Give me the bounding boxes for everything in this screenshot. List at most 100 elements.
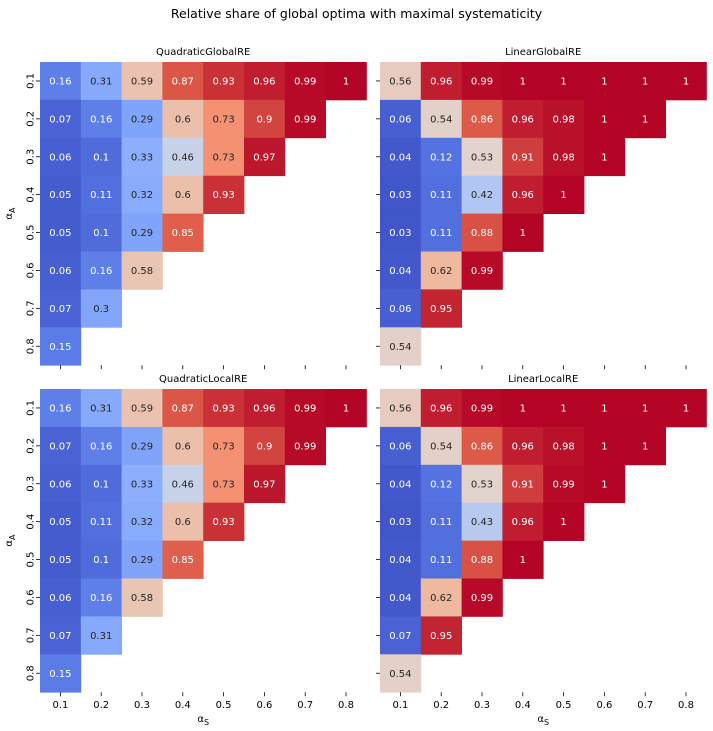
- y-tick-label: 0.4: [26, 514, 37, 530]
- heatmap-cell: [502, 137, 544, 177]
- heatmap-cell: [543, 99, 585, 139]
- heatmap-cell: [380, 99, 422, 139]
- heatmap-cell: [380, 502, 422, 541]
- heatmap-cell: [380, 616, 422, 655]
- cell-value-label: 0.16: [49, 403, 71, 414]
- heatmap-cell: [543, 137, 585, 177]
- heatmap-cell: [162, 137, 204, 177]
- heatmap-cell: [203, 62, 245, 101]
- x-tick-label: 0.1: [52, 700, 68, 711]
- cell-value-label: 0.29: [131, 228, 153, 239]
- figure-title: Relative share of global optima with max…: [170, 6, 543, 21]
- cell-value-label: 0.95: [430, 631, 452, 642]
- heatmap-cell: [420, 578, 462, 617]
- heatmap-cell: [244, 99, 286, 139]
- heatmap-cell: [380, 213, 422, 252]
- heatmap-cell: [665, 389, 707, 428]
- x-tick-label: 0.7: [637, 700, 653, 711]
- heatmap-cell: [121, 251, 163, 290]
- heatmap-cell: [420, 213, 462, 252]
- heatmap-cell: [380, 251, 422, 290]
- cell-value-label: 0.05: [49, 555, 71, 566]
- y-tick-label: 0.8: [26, 338, 37, 354]
- heatmap-cell: [461, 389, 503, 428]
- y-tick-label: 0.2: [26, 111, 37, 127]
- cell-value-label: 0.06: [49, 152, 71, 163]
- cell-value-label: 0.46: [172, 479, 194, 490]
- cell-value-label: 0.04: [389, 152, 411, 163]
- heatmap-cell: [665, 62, 707, 101]
- heatmap-cell: [543, 389, 585, 428]
- cell-value-label: 0.96: [253, 76, 275, 87]
- cell-value-label: 0.06: [389, 114, 411, 125]
- heatmap-cell: [325, 62, 367, 101]
- heatmap-cell: [121, 99, 163, 139]
- heatmap-cell: [380, 464, 422, 504]
- heatmap-cell: [502, 426, 544, 466]
- heatmap-cell: [162, 175, 204, 214]
- heatmap-cell: [162, 502, 204, 541]
- heatmap-cell: [121, 540, 163, 579]
- heatmap-cell: [461, 137, 503, 177]
- heatmap-cell: [380, 175, 422, 214]
- heatmap-cell: [461, 62, 503, 101]
- y-tick-label: 0.5: [26, 552, 37, 568]
- heatmap-cell: [40, 327, 82, 366]
- heatmap-cell: [121, 62, 163, 101]
- cell-value-label: 1: [520, 555, 526, 566]
- heatmap-panel: LinearLocalRE 0.56 0.96 0.99 1 1 1 1 1 0.06 0.54 0.…: [376, 374, 707, 727]
- heatmap-cell: [325, 389, 367, 428]
- cell-value-label: 0.6: [175, 517, 191, 528]
- y-tick-label: 0.6: [26, 262, 37, 278]
- heatmap-cell: [461, 540, 503, 579]
- x-tick-label: 0.5: [556, 700, 572, 711]
- cell-value-label: 0.53: [471, 152, 493, 163]
- heatmap-cell: [80, 464, 122, 504]
- cell-value-label: 0.11: [90, 190, 112, 201]
- cell-value-label: 0.07: [49, 114, 71, 125]
- x-tick-label: 0.2: [93, 700, 109, 711]
- cell-value-label: 0.6: [175, 190, 191, 201]
- heatmap-cell: [543, 175, 585, 214]
- cell-value-label: 0.11: [90, 517, 112, 528]
- cell-value-label: 0.31: [90, 403, 112, 414]
- heatmap-cell: [40, 502, 82, 541]
- cell-value-label: 0.33: [131, 152, 153, 163]
- cell-value-label: 0.99: [471, 403, 493, 414]
- heatmap-cell: [284, 389, 326, 428]
- cell-value-label: 0.11: [430, 228, 452, 239]
- cell-value-label: 0.99: [294, 403, 316, 414]
- heatmap-cell: [461, 175, 503, 214]
- heatmap-cell: [162, 389, 204, 428]
- heatmap-cell: [624, 99, 666, 139]
- cell-value-label: 0.06: [49, 593, 71, 604]
- cell-value-label: 0.62: [430, 593, 452, 604]
- heatmap-cell: [624, 426, 666, 466]
- cell-value-label: 0.07: [389, 631, 411, 642]
- cell-value-label: 0.98: [552, 441, 574, 452]
- y-axis-label: αA: [4, 534, 17, 547]
- cell-value-label: 1: [343, 403, 349, 414]
- cell-value-label: 0.99: [294, 76, 316, 87]
- y-tick-label: 0.6: [26, 589, 37, 605]
- cell-value-label: 0.46: [172, 152, 194, 163]
- cell-value-label: 0.31: [90, 631, 112, 642]
- cell-value-label: 0.07: [49, 441, 71, 452]
- heatmap-cell: [40, 289, 82, 328]
- heatmap-cell: [502, 175, 544, 214]
- heatmap-cell: [40, 654, 82, 693]
- x-tick-label: 0.8: [338, 700, 354, 711]
- heatmap-cell: [162, 99, 204, 139]
- heatmap-cell: [40, 175, 82, 214]
- cell-value-label: 0.93: [212, 517, 234, 528]
- cell-value-label: 1: [642, 441, 648, 452]
- cell-value-label: 0.96: [512, 190, 534, 201]
- heatmap-cell: [40, 540, 82, 579]
- cell-value-label: 0.6: [175, 441, 191, 452]
- cell-value-label: 0.59: [131, 403, 153, 414]
- heatmap-cell: [284, 62, 326, 101]
- heatmap-cell: [284, 426, 326, 466]
- cell-value-label: 0.15: [49, 669, 71, 680]
- cell-value-label: 0.1: [93, 555, 109, 566]
- x-tick-label: 0.8: [678, 700, 694, 711]
